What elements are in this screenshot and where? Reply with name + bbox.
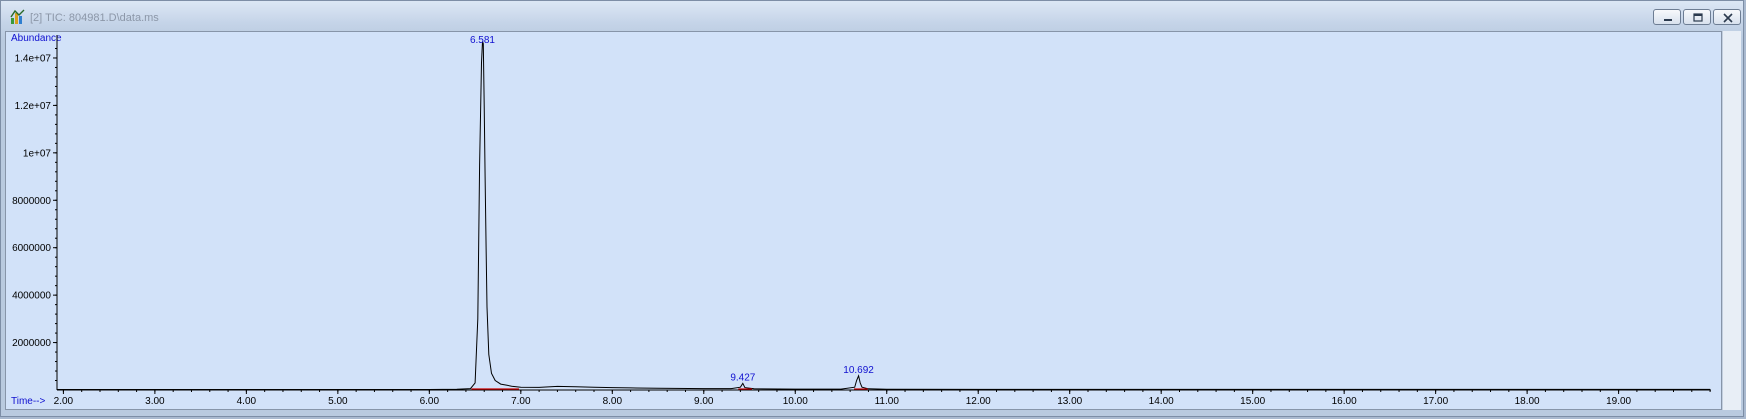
x-tick-label: 9.00 [694,396,714,407]
x-axis-ticks: 2.00 3.00 4.00 5.00 6.00 7.00 8.00 9.00 10.00 11.… [54,390,1711,407]
x-tick-label: 10.00 [783,396,808,407]
x-tick-label: 8.00 [603,396,623,407]
tic-trace [57,41,1711,390]
y-axis-title: Abundance [11,33,62,44]
y-tick-label: 1e+07 [23,148,52,159]
x-tick-label: 16.00 [1332,396,1357,407]
x-tick-label: 3.00 [145,396,165,407]
y-tick-label: 1.2e+07 [15,101,52,112]
y-tick-label: 4000000 [12,291,51,302]
x-axis-title: Time--> [11,396,46,407]
tic-chromatogram-chart: Abundance Time--> 2000000 4000000 6000000 8… [11,33,1711,407]
x-tick-label: 18.00 [1515,396,1540,407]
peak-label: 9.427 [730,372,755,383]
restore-button[interactable] [1683,9,1711,25]
x-tick-label: 14.00 [1149,396,1174,407]
x-tick-label: 11.00 [875,396,900,407]
x-tick-label: 17.00 [1423,396,1448,407]
title-bar[interactable]: [2] TIC: 804981.D\data.ms [1,1,1743,31]
peak-labels: 6.581 9.427 10.692 [470,35,874,390]
close-icon [1723,13,1733,23]
x-tick-label: 2.00 [54,396,74,407]
vertical-scroll-gutter[interactable] [1722,31,1741,410]
x-tick-label: 15.00 [1240,396,1265,407]
tic-trace-line [57,41,1711,390]
x-tick-label: 5.00 [328,396,348,407]
peak-label: 6.581 [470,35,495,46]
x-tick-label: 4.00 [237,396,257,407]
y-axis-ticks: 2000000 4000000 6000000 8000000 1e+07 1.2e+07… [12,47,57,382]
y-tick-label: 8000000 [12,196,51,207]
chromatogram-app-icon [10,9,25,24]
minimize-button[interactable] [1653,9,1681,25]
minimize-icon [1664,19,1672,21]
x-tick-label: 6.00 [420,396,440,407]
peak-label: 10.692 [843,365,874,376]
x-tick-label: 19.00 [1606,396,1631,407]
x-tick-label: 13.00 [1057,396,1082,407]
y-tick-label: 6000000 [12,243,51,254]
axes [56,35,1711,391]
restore-icon [1693,13,1703,22]
x-tick-label: 7.00 [511,396,531,407]
plot-area-background [5,31,1722,410]
y-tick-label: 2000000 [12,338,51,349]
y-tick-label: 1.4e+07 [15,53,52,64]
close-button[interactable] [1713,9,1741,25]
window-title: [2] TIC: 804981.D\data.ms [30,12,159,24]
x-tick-label: 12.00 [966,396,991,407]
